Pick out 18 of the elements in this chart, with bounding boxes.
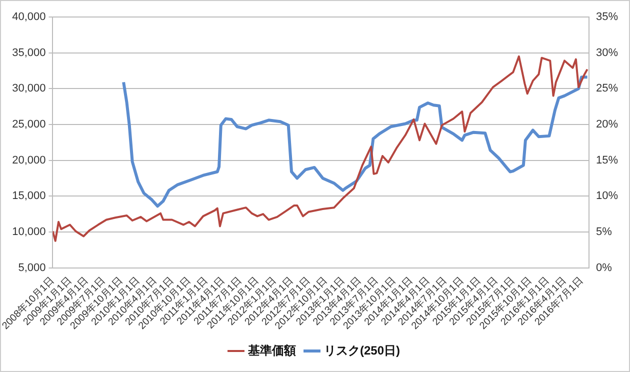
y2-tick-label: 20% [596,118,618,131]
y2-tick-label: 15% [596,154,618,166]
y-tick-label: 30,000 [12,82,46,95]
y-tick-label: 35,000 [12,46,46,59]
y-tick-label: 40,000 [12,11,46,24]
y2-tick-label: 0% [596,262,612,274]
y-tick-label: 10,000 [12,226,46,238]
legend-label: リスク(250日) [324,343,400,358]
legend-label: 基準価額 [246,343,296,358]
y-tick-label: 25,000 [12,118,46,131]
y2-tick-label: 25% [596,82,618,95]
y2-tick-label: 10% [596,190,618,202]
y-tick-label: 15,000 [12,190,46,202]
y-tick-label: 20,000 [12,154,46,166]
y2-tick-label: 5% [596,226,612,238]
y-tick-label: 5,000 [18,262,46,274]
y2-tick-label: 35% [596,11,618,24]
y2-tick-label: 30% [596,46,618,59]
